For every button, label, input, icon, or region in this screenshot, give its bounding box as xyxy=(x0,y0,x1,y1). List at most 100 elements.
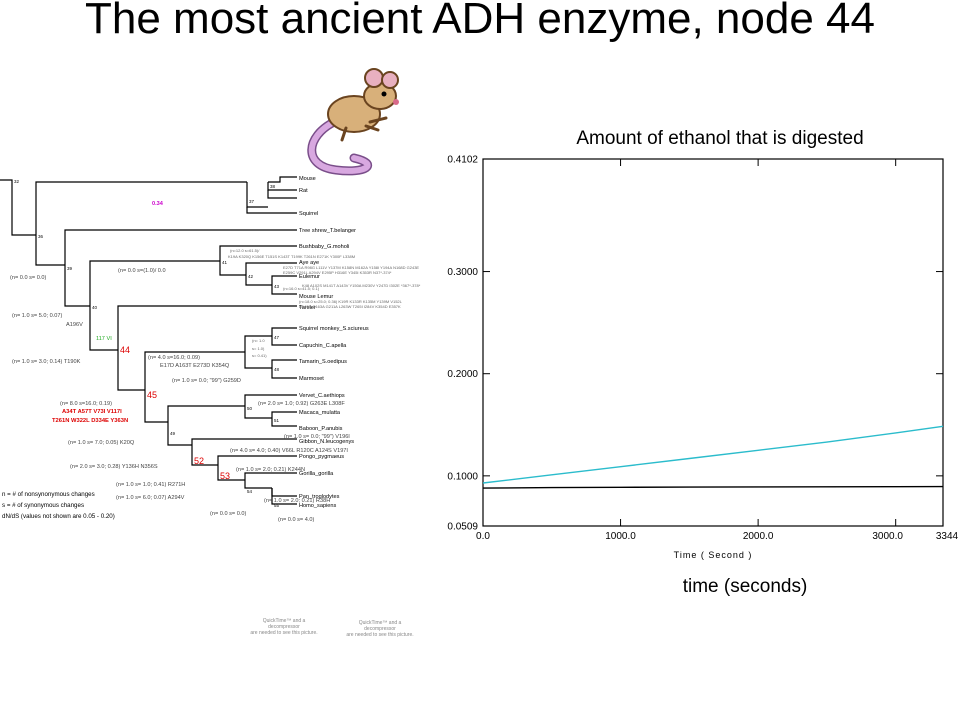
branch-annotation: (n= 0.0 s= 0.0) xyxy=(10,275,47,281)
taxon-label: Gorilla_gorilla xyxy=(299,471,334,477)
branch-annotation: (n= 1.0 s= 7.0; 0.05) K20Q xyxy=(68,440,135,446)
node-number: 39 xyxy=(67,266,73,271)
branch-annotation: (n= 2.0 s= 1.0; 0.92) G263E L308F xyxy=(258,401,345,407)
node-number: 54 xyxy=(247,489,253,494)
node-52-label: 52 xyxy=(194,456,204,466)
taxon-label: Tree shrew_T.belanger xyxy=(299,228,356,234)
branch-annotation: (n= 1.0 s= 5.0; 0.07) xyxy=(12,313,63,319)
x-tick-label: 2000.0 xyxy=(743,531,774,542)
red-mutations-line2: T261N W322L D334E Y363N xyxy=(52,418,128,424)
node-number: 50 xyxy=(247,406,253,411)
x-tick-label: 1000.0 xyxy=(605,531,636,542)
taxon-label: Rat xyxy=(299,188,308,194)
x-axis-caption: time (seconds) xyxy=(682,576,808,597)
taxon-label: Vervet_C.aethiops xyxy=(299,393,345,399)
node-53-label: 53 xyxy=(220,471,230,481)
node-number: 51 xyxy=(274,418,280,423)
node-number: 32 xyxy=(14,179,20,184)
quicktime-placeholder: QuickTime™ and a decompressor are needed t… xyxy=(250,618,318,636)
x-axis-label: Time ( Second ) xyxy=(674,550,753,560)
taxon-label: Macaca_mulatta xyxy=(299,410,341,416)
slide-title: The most ancient ADH enzyme, node 44 xyxy=(85,0,875,43)
branch-annotation: (n= 4.0 s=16.0; 0.09) xyxy=(148,355,200,361)
branch-annotation-small: (n= 1.0 xyxy=(252,338,265,343)
branch-annotation: (n= 4.0 s= 4.0; 0.40) V66L R120C A124S V… xyxy=(230,448,348,454)
branch-annotation-small: (n=16.0 s=41.5; 0.1) xyxy=(283,286,320,291)
node-number: 37 xyxy=(249,199,255,204)
node-number: 41 xyxy=(222,260,228,265)
node-number: 42 xyxy=(248,274,254,279)
branch-annotation: (n= 1.0 s= 6.0; 0.07) A294V xyxy=(116,495,185,501)
taxon-label: Squirrel monkey_S.sciureus xyxy=(299,326,369,332)
branch-annotation: (n= 0.0 s= 4.0) xyxy=(278,517,315,523)
branch-annotation: A196V xyxy=(66,322,83,328)
taxon-label: Gibbon_N.leucogenys xyxy=(299,439,354,445)
node-45-label: 45 xyxy=(147,390,157,400)
taxon-label: Mouse Lemur xyxy=(299,294,333,300)
branch-annotation: (n= 1.0 s= 2.0; 0.21) K244N xyxy=(236,467,305,473)
branch-annotation-small: s= 1.0) xyxy=(252,346,265,351)
taxon-label: Tamarin_S.oedipus xyxy=(299,359,347,365)
branch-annotation-small: (n=18.0 s=25.0; 0.36) K19R K133R K135M Y… xyxy=(299,299,403,304)
taxon-label: Squirrel xyxy=(299,211,318,217)
y-tick-label: 0.4102 xyxy=(447,155,478,166)
branch-annotation: (n= 1.0 s= 3.0; 0.14) T190K xyxy=(12,359,81,365)
y-tick-label: 0.3000 xyxy=(447,267,478,278)
tree-legend-n: n = # of nonsynonymous changes xyxy=(2,491,95,498)
branch-annotation-small: (n=12.0 s=61.5)/ xyxy=(230,248,260,253)
branch-annotation: (n= 1.0 s= 1.0; 0.41) R271H xyxy=(116,482,185,488)
node-number: 40 xyxy=(92,305,98,310)
branch-annotation: E17D A163T E273D K354Q xyxy=(160,363,230,369)
node-number: 38 xyxy=(270,184,276,189)
taxon-label: Eulemur xyxy=(299,274,320,280)
quicktime-placeholder: QuickTime™ and a decompressor are needed t… xyxy=(346,620,414,638)
taxon-label: Tarsier xyxy=(299,305,316,311)
branch-annotation: (n= 0.0 s=(1.0)/ 0.0 xyxy=(118,268,166,274)
taxon-label: Mouse xyxy=(299,176,316,182)
y-tick-label: 0.1000 xyxy=(447,471,478,482)
node-number: 47 xyxy=(274,335,280,340)
tree-legend-dnds: dN/dS (values not shown are 0.05 - 0.20) xyxy=(2,513,115,520)
node-number: 55 xyxy=(274,503,280,508)
taxon-label: Baboon_P.anubis xyxy=(299,426,343,432)
branch-annotation: (n= 1.0 s= 0.0; "99") G259D xyxy=(172,378,241,384)
node-number: 36 xyxy=(38,234,44,239)
branch-annotation-small: E27D T71A R98G L111V Y137M K158N M162A Y… xyxy=(283,265,419,270)
node-number: 49 xyxy=(170,431,176,436)
x-tick-label: 3344 xyxy=(936,531,959,542)
branch-annotation-small: s= 0.41) xyxy=(252,353,267,358)
ethanol-chart: 0.0509 0.1000 0.2000 0.3000 0.4102 0.0 1000.0… xyxy=(447,155,959,561)
branch-annotation: (n= 1.0 s= 0.0; "99") V196I xyxy=(284,434,350,440)
taxon-label: Homo_sapiens xyxy=(299,503,337,509)
series-line-1 xyxy=(482,485,944,489)
plot-frame xyxy=(482,158,944,527)
branch-annotation-small: K48 A102S M141T A143V Y150A M230V Y247D … xyxy=(302,283,421,288)
taxon-label: Pongo_pygmaeus xyxy=(299,454,344,460)
series-line-0 xyxy=(482,425,944,484)
chart-title: Amount of ethanol that is digested xyxy=(576,128,864,149)
branch-annotation-green: 117 VI xyxy=(96,336,112,342)
x-tick-label: 3000.0 xyxy=(872,531,903,542)
branch-annotation-small: K19A K320Q K156E T151S K143T T199K T261N… xyxy=(228,254,355,259)
branch-annotation: (n= 8.0 s=16.0; 0.19) xyxy=(60,401,112,407)
branch-annotation-small: D142E G163A G211A L263W T265I I284V K354… xyxy=(299,304,401,309)
node-44-label: 44 xyxy=(120,345,130,355)
y-tick-label: 0.0509 xyxy=(447,522,478,533)
branch-annotation: (n= 0.0 s= 0.0) xyxy=(210,511,247,517)
taxon-label: Pan_troglodytes xyxy=(299,494,340,500)
cartoon-mouse-icon xyxy=(307,68,399,176)
taxon-label: Capuchin_C.apella xyxy=(299,343,347,349)
node-number: 43 xyxy=(274,284,280,289)
red-mutations-line1: A34T A57T V73I V117I xyxy=(62,409,122,415)
phylogenetic-tree: Mouse Rat Squirrel Tree shrew_T.belanger… xyxy=(0,176,421,523)
branch-annotation-small: E259C V291L A294V E295P H316E Y345I K353… xyxy=(283,270,392,275)
y-tick-label: 0.2000 xyxy=(447,369,478,380)
branch-ratio: 0.34 xyxy=(152,201,164,207)
x-tick-label: 0.0 xyxy=(476,531,490,542)
tree-legend-s: s = # of synonymous changes xyxy=(2,502,84,509)
taxon-label: Aye aye xyxy=(299,260,319,266)
taxon-label: Marmoset xyxy=(299,376,324,382)
branch-annotation: (n= 2.0 s= 3.0; 0.28) Y136H N356S xyxy=(70,464,158,470)
branch-annotation: (n= 1.0 s= 2.0; 0.21) R38H xyxy=(264,498,330,504)
node-number: 48 xyxy=(274,367,280,372)
